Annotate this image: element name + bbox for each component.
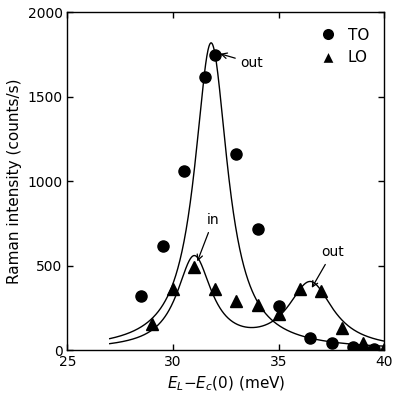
X-axis label: $E_L$$-$$E_c(0)$ (meV): $E_L$$-$$E_c(0)$ (meV) <box>167 375 285 393</box>
Legend: TO, LO: TO, LO <box>305 20 377 73</box>
Y-axis label: Raman intensity (counts/s): Raman intensity (counts/s) <box>7 78 22 284</box>
Text: in: in <box>197 213 220 260</box>
Text: out: out <box>312 245 344 287</box>
Text: out: out <box>222 53 264 70</box>
